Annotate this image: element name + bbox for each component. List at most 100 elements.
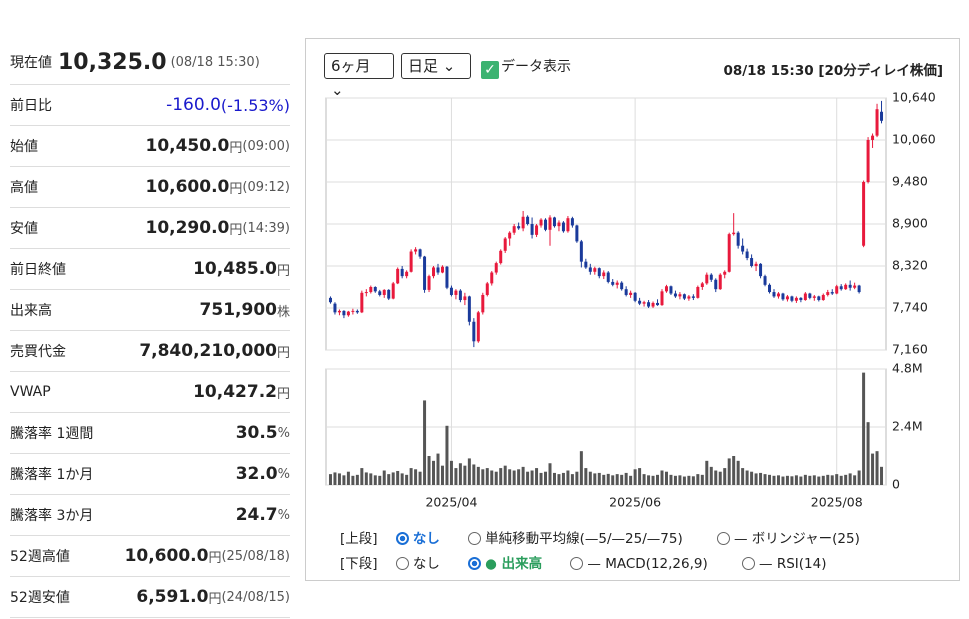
- label: 高値: [10, 180, 38, 196]
- volume-bar: [848, 473, 852, 485]
- option[interactable]: なし: [395, 556, 440, 572]
- volume-bar: [579, 451, 583, 485]
- volume-bar: [745, 470, 749, 485]
- volume-bar: [530, 470, 534, 485]
- volume-bar: [682, 476, 686, 485]
- candle-body: [776, 293, 780, 297]
- candle-body: [328, 297, 332, 303]
- volume-bar: [781, 476, 785, 485]
- volume-bar: [723, 468, 727, 485]
- interval-select[interactable]: 日足 ⌄: [401, 53, 471, 79]
- option-label: — ボリンジャー(25): [734, 531, 860, 547]
- volume-bar: [835, 474, 839, 485]
- volume-bar: [736, 460, 740, 485]
- volume-bar: [521, 466, 525, 485]
- volume-bar: [566, 470, 570, 485]
- candle-body: [418, 249, 422, 257]
- volume-bar: [512, 470, 516, 485]
- candle-body: [682, 294, 686, 299]
- label: 前日比: [10, 98, 52, 114]
- option[interactable]: 単純移動平均線(—5/—25/—75): [468, 531, 683, 547]
- candle-body: [830, 292, 834, 294]
- candle-body: [535, 225, 539, 235]
- volume-bar: [503, 465, 507, 485]
- candle-body: [808, 293, 812, 298]
- volume-bar: [463, 465, 467, 485]
- volume-bar: [839, 475, 843, 485]
- volume-bar: [830, 475, 834, 485]
- option[interactable]: — MACD(12,26,9): [570, 556, 708, 572]
- volume-bar: [602, 474, 606, 485]
- candle-body: [651, 302, 655, 307]
- volume-bar: [673, 475, 677, 485]
- volume-bar: [664, 471, 668, 485]
- volume-bar: [611, 475, 615, 485]
- option-label: ● 出来高: [485, 556, 543, 572]
- quote-row: 高値 10,600.0 円 (09:12): [10, 167, 290, 208]
- y-tick-label: 9,480: [892, 174, 928, 189]
- option[interactable]: — RSI(14): [742, 556, 826, 572]
- value: 10,600.0: [124, 546, 209, 566]
- x-tick-label: 2025/04: [425, 495, 477, 510]
- volume-bar: [490, 470, 494, 485]
- note: (14:39): [242, 220, 290, 236]
- candle-body: [432, 267, 436, 277]
- candle-body: [741, 245, 745, 252]
- volume-bar: [709, 466, 713, 485]
- lower-legend: [下段] なし ● 出来高 — MACD(12,26,9) — RSI(14): [340, 552, 826, 572]
- volume-bar: [759, 472, 763, 485]
- volume-bar: [727, 458, 731, 485]
- label: 52週安値: [10, 590, 70, 606]
- candle-body: [723, 271, 727, 275]
- data-toggle[interactable]: ✓ データ表示: [481, 56, 571, 79]
- candle-body: [656, 302, 660, 306]
- volume-bar: [387, 474, 391, 485]
- value: 7,840,210,000: [139, 341, 277, 361]
- y-tick-label: 7,740: [892, 300, 928, 315]
- period-select[interactable]: 6ヶ月 ⌄: [324, 53, 394, 99]
- unit: 円: [229, 181, 243, 197]
- label: 安値: [10, 221, 38, 237]
- unit: 円: [276, 263, 290, 279]
- y-tick-label: 8,900: [892, 216, 928, 231]
- option-label: なし: [412, 556, 440, 572]
- quote-row: 前日終値 10,485.0 円: [10, 249, 290, 290]
- candle-body: [839, 286, 843, 290]
- option[interactable]: ● 出来高: [468, 556, 542, 572]
- option[interactable]: なし: [395, 531, 440, 547]
- volume-bar: [741, 468, 745, 485]
- candle-body: [624, 289, 628, 295]
- volume-bar: [687, 475, 691, 485]
- candle-body: [700, 283, 704, 287]
- candle-body: [835, 286, 839, 294]
- volume-bar: [400, 473, 404, 485]
- volume-bar: [754, 473, 758, 485]
- x-tick-label: 2025/08: [811, 495, 863, 510]
- candle-body: [436, 267, 440, 273]
- y-tick-label: 8,320: [892, 258, 928, 273]
- candle-body: [718, 274, 722, 290]
- candle-body: [526, 216, 530, 224]
- candle-body: [781, 293, 785, 300]
- candle-body: [862, 182, 866, 246]
- price: 10,325.0: [58, 49, 167, 75]
- volume-bar: [584, 468, 588, 485]
- candle-body: [548, 217, 552, 230]
- candle-body: [409, 251, 413, 272]
- option[interactable]: — ボリンジャー(25): [717, 531, 860, 547]
- candle-body: [575, 225, 579, 242]
- volume-bar: [875, 451, 879, 485]
- volume-bar: [651, 475, 655, 485]
- volume-bar: [772, 475, 776, 485]
- note: (24/08/15): [221, 589, 290, 605]
- unit: 株: [276, 304, 290, 320]
- volume-bar: [346, 471, 350, 485]
- candle-body: [611, 281, 615, 285]
- volume-tick-label: 4.8M: [892, 361, 923, 376]
- candle-body: [552, 217, 556, 227]
- candle-body: [772, 292, 776, 297]
- value: 24.7: [235, 505, 278, 525]
- unit: 円: [208, 550, 222, 566]
- candle-body: [606, 272, 610, 282]
